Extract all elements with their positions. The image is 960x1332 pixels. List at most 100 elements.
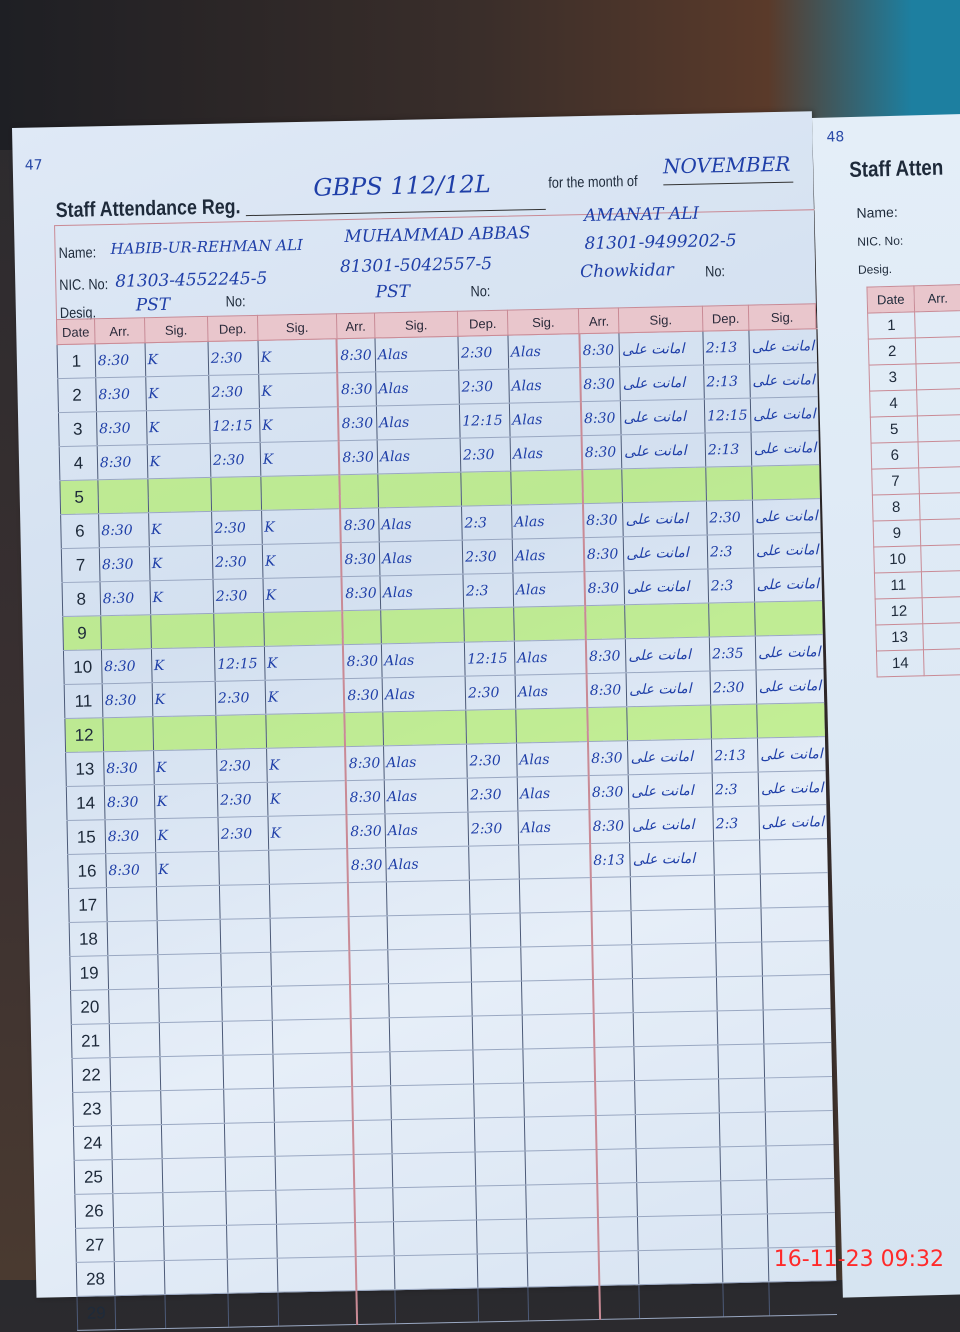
table-row: 11 — [874, 570, 960, 600]
column-header-sig: Sig. — [507, 308, 580, 336]
departure-time — [227, 1292, 279, 1328]
departure-time — [714, 907, 762, 943]
departure-time — [716, 975, 764, 1011]
signature: Alas — [378, 506, 463, 542]
signature-cell — [156, 885, 221, 921]
arrival-time — [598, 1250, 640, 1286]
nic-label: NIC. No: — [857, 233, 904, 249]
signature: Alas — [379, 574, 464, 610]
column-header-arr: Arr. — [578, 307, 620, 334]
signature-cell — [389, 1016, 473, 1052]
departure-time: 2:30 — [207, 340, 259, 376]
arrival-time — [339, 473, 379, 509]
signature-cell — [761, 940, 830, 976]
departure-time — [222, 1020, 273, 1056]
signature-cell — [270, 950, 351, 987]
departure-time: 2:30 — [216, 748, 268, 784]
arrival-time: 8:30 — [583, 536, 625, 572]
signature: Alas — [381, 642, 466, 678]
signature: Alas — [376, 404, 461, 440]
page-number: 48 — [826, 129, 845, 146]
signature-cell: Alas — [517, 809, 590, 846]
signature-cell — [393, 1220, 478, 1256]
departure-time — [215, 714, 267, 750]
arrival-time — [582, 468, 623, 504]
signature-cell: امانت علی — [758, 804, 827, 841]
arrival-time — [590, 876, 632, 912]
arrival-time — [920, 544, 960, 572]
arrival-time — [349, 915, 388, 951]
signature-cell — [632, 942, 717, 979]
name-label: Name: — [856, 203, 898, 221]
date-cell: 5 — [870, 415, 919, 444]
signature-cell — [147, 477, 212, 513]
departure-time — [219, 884, 270, 920]
table-row: 1 — [867, 310, 960, 340]
signature-cell — [522, 1047, 595, 1083]
signature: Alas — [384, 778, 468, 814]
date-cell: 17 — [68, 887, 108, 923]
signature: K — [145, 375, 210, 411]
date-cell: 14 — [876, 649, 925, 677]
departure-time — [472, 1049, 524, 1085]
staff-1-nic: 81303-4552245-5 — [115, 268, 268, 292]
arrival-time: 8:30 — [94, 342, 146, 378]
staff-2-name: MUHAMMAD ABBAS — [344, 223, 531, 248]
arrival-time — [109, 1022, 160, 1058]
signature-cell — [765, 1144, 834, 1180]
column-header-dep: Dep. — [457, 310, 508, 337]
arrival-time — [109, 1056, 161, 1092]
name-label: Name: — [58, 244, 97, 263]
date-cell: 23 — [72, 1091, 112, 1127]
table-row: 10 — [873, 544, 960, 574]
date-cell: 7 — [871, 467, 920, 496]
signature-cell: K — [259, 406, 340, 443]
arrival-time: 8:30 — [346, 813, 386, 849]
signature: امانت علی — [629, 806, 714, 843]
arrival-time — [916, 388, 960, 416]
departure-time — [221, 986, 273, 1022]
signature-cell — [627, 704, 712, 741]
date-cell: 21 — [71, 1023, 110, 1059]
arrival-time — [595, 1114, 637, 1150]
signature-cell — [388, 982, 473, 1018]
arrival-time — [591, 910, 633, 946]
column-header-sig: Sig. — [144, 316, 208, 343]
signature-cell — [390, 1084, 475, 1120]
date-cell: 28 — [76, 1261, 115, 1297]
signature-cell: Alas — [512, 571, 585, 608]
date-cell: 16 — [67, 853, 107, 889]
arrival-time: 8:30 — [104, 818, 156, 854]
arrival-time — [351, 1017, 390, 1053]
signature-cell — [387, 948, 472, 984]
date-cell: 22 — [71, 1057, 111, 1093]
date-cell: 19 — [69, 955, 109, 991]
departure-time: 2:30 — [208, 374, 260, 410]
signature-cell — [277, 1256, 357, 1293]
date-cell: 7 — [61, 547, 100, 583]
month-label: for the month of — [548, 172, 638, 192]
departure-time: 2:30 — [465, 675, 516, 711]
staff-3-name: AMANAT ALI — [583, 203, 700, 227]
arrival-time: 8:30 — [97, 444, 148, 480]
departure-time: 2:30 — [210, 442, 261, 478]
departure-time: 2:3 — [712, 772, 759, 807]
departure-time — [472, 1015, 523, 1051]
departure-time — [470, 913, 521, 949]
signature-cell — [386, 880, 471, 916]
departure-time: 2:30 — [706, 500, 754, 536]
arrival-time: 8:30 — [99, 546, 150, 582]
departure-time: 12:15 — [209, 408, 261, 444]
signature: امانت علی — [620, 399, 706, 435]
table-row: 12 — [875, 596, 960, 626]
departure-time: 2:30 — [217, 782, 268, 818]
arrival-time: 8:30 — [340, 507, 380, 543]
signature-cell: K — [260, 440, 340, 477]
departure-time — [460, 471, 512, 507]
date-cell: 8 — [872, 493, 921, 522]
signature-cell — [392, 1186, 477, 1222]
date-cell: 11 — [64, 683, 103, 719]
signature: امانت علی — [626, 671, 711, 707]
signature-cell — [158, 1021, 223, 1057]
date-cell: 1 — [57, 343, 96, 379]
